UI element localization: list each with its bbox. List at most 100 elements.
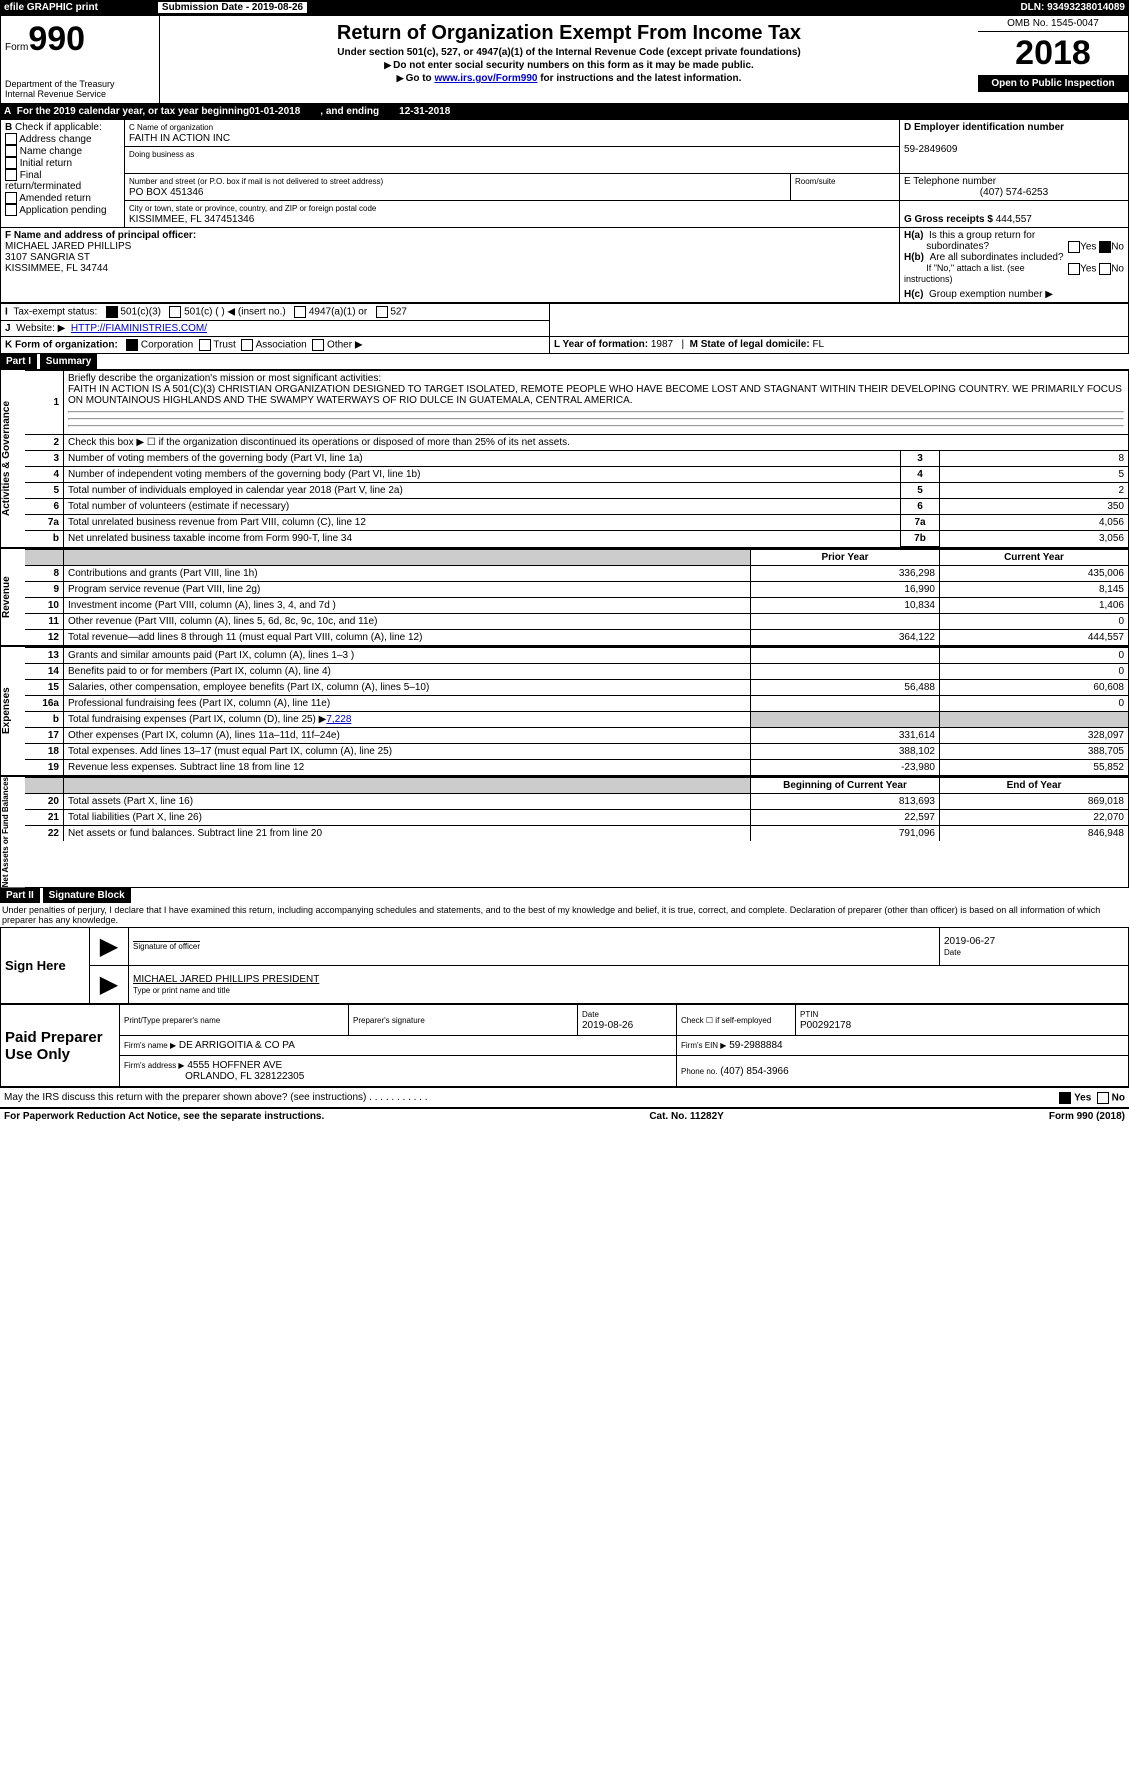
ha-lbl: Is this a group return for xyxy=(929,230,1035,241)
v20e: 869,018 xyxy=(940,794,1129,810)
subtitle-2: Do not enter social security numbers on … xyxy=(168,60,970,71)
form-footer: Form 990 (2018) xyxy=(1049,1111,1125,1122)
v12c: 444,557 xyxy=(940,630,1129,646)
cb-final[interactable]: Final return/terminated xyxy=(5,170,81,192)
form990-link[interactable]: www.irs.gov/Form990 xyxy=(434,73,537,84)
paid-preparer-block: Paid Preparer Use Only Print/Type prepar… xyxy=(0,1004,1129,1087)
prep-date: 2019-08-26 xyxy=(582,1020,633,1031)
v21e: 22,070 xyxy=(940,810,1129,826)
d-lbl: D Employer identification number xyxy=(904,122,1064,133)
v10c: 1,406 xyxy=(940,598,1129,614)
v17c: 328,097 xyxy=(940,728,1129,744)
org-name: FAITH IN ACTION INC xyxy=(129,133,230,144)
v3: 8 xyxy=(940,451,1129,467)
cb-trust[interactable] xyxy=(199,339,211,351)
cb-name[interactable]: Name change xyxy=(5,146,82,157)
dln: DLN: 93493238014089 xyxy=(1020,2,1125,13)
eoy-hdr: End of Year xyxy=(940,778,1129,794)
prior-year-hdr: Prior Year xyxy=(751,550,940,566)
side-rev: Revenue xyxy=(1,549,25,645)
cb-4947[interactable] xyxy=(294,306,306,318)
discuss-line: May the IRS discuss this return with the… xyxy=(0,1087,1129,1107)
entity-block: B Check if applicable: Address change Na… xyxy=(0,119,1129,303)
activities-governance: Activities & Governance 1Briefly describ… xyxy=(0,369,1129,548)
firm-addr1: 4555 HOFFNER AVE xyxy=(187,1060,282,1071)
v19c: 55,852 xyxy=(940,760,1129,776)
revenue-section: Revenue Prior YearCurrent Year 8Contribu… xyxy=(0,548,1129,646)
v15c: 60,608 xyxy=(940,680,1129,696)
ha-yes[interactable] xyxy=(1068,241,1080,253)
cb-501c3[interactable] xyxy=(106,306,118,318)
officer-city: KISSIMMEE, FL 34744 xyxy=(5,263,108,274)
cb-501c[interactable] xyxy=(169,306,181,318)
pra-notice: For Paperwork Reduction Act Notice, see … xyxy=(4,1111,324,1122)
side-na: Net Assets or Fund Balances xyxy=(1,777,25,887)
phone: (407) 574-6253 xyxy=(904,187,1124,198)
gross-receipts: 444,557 xyxy=(996,214,1032,225)
b-label: Check if applicable: xyxy=(15,122,102,133)
ha-no[interactable] xyxy=(1099,241,1111,253)
cat-no: Cat. No. 11282Y xyxy=(649,1111,723,1122)
v16b[interactable]: 7,228 xyxy=(326,714,351,725)
cb-amended[interactable]: Amended return xyxy=(5,193,91,204)
cb-assoc[interactable] xyxy=(241,339,253,351)
subtitle-3: Go to www.irs.gov/Form990 for instructio… xyxy=(168,73,970,84)
cb-other[interactable] xyxy=(312,339,324,351)
domicile: FL xyxy=(812,339,824,350)
hc-lbl: Group exemption number ▶ xyxy=(929,289,1053,300)
cb-527[interactable] xyxy=(376,306,388,318)
city: KISSIMMEE, FL 347451346 xyxy=(129,214,254,225)
e-lbl: E Telephone number xyxy=(904,176,996,187)
hb-lbl: Are all subordinates included? xyxy=(930,252,1064,263)
sign-here-block: Sign Here ▶ Signature of officer 2019-06… xyxy=(0,927,1129,1004)
form-number: 990 xyxy=(28,20,85,58)
v13c: 0 xyxy=(940,648,1129,664)
current-year-hdr: Current Year xyxy=(940,550,1129,566)
status-block: I Tax-exempt status: 501(c)(3) 501(c) ( … xyxy=(0,303,1129,354)
form-header: Form990 Department of the Treasury Inter… xyxy=(0,15,1129,104)
footer: For Paperwork Reduction Act Notice, see … xyxy=(0,1107,1129,1124)
subtitle-1: Under section 501(c), 527, or 4947(a)(1)… xyxy=(168,47,970,58)
netassets-section: Net Assets or Fund Balances Beginning of… xyxy=(0,776,1129,888)
self-emp-cb[interactable]: Check ☐ if self-employed xyxy=(677,1005,796,1036)
discuss-yes[interactable] xyxy=(1059,1092,1071,1104)
paid-lbl: Paid Preparer Use Only xyxy=(1,1005,120,1087)
website-link[interactable]: HTTP://FIAMINISTRIES.COM/ xyxy=(71,323,207,334)
v7a: 4,056 xyxy=(940,515,1129,531)
cb-pending[interactable]: Application pending xyxy=(5,205,107,216)
side-exp: Expenses xyxy=(1,647,25,775)
street-lbl: Number and street (or P.O. box if mail i… xyxy=(129,177,383,186)
v6: 350 xyxy=(940,499,1129,515)
open-public: Open to Public Inspection xyxy=(978,76,1128,92)
room-lbl: Room/suite xyxy=(795,177,835,186)
firm-addr2: ORLANDO, FL 328122305 xyxy=(185,1071,304,1082)
hb-no[interactable] xyxy=(1099,263,1111,275)
cb-corp[interactable] xyxy=(126,339,138,351)
ptin: P00292178 xyxy=(800,1020,851,1031)
v16ac: 0 xyxy=(940,696,1129,712)
irs: Internal Revenue Service xyxy=(5,89,155,99)
v18c: 388,705 xyxy=(940,744,1129,760)
cb-initial[interactable]: Initial return xyxy=(5,158,72,169)
top-bar: efile GRAPHIC print Submission Date - 20… xyxy=(0,0,1129,15)
sign-here-lbl: Sign Here xyxy=(1,928,90,1004)
firm-phone: (407) 854-3966 xyxy=(720,1066,788,1077)
firm-name: DE ARRIGOITIA & CO PA xyxy=(179,1040,295,1051)
tax-year: 2018 xyxy=(978,32,1128,76)
discuss-no[interactable] xyxy=(1097,1092,1109,1104)
part2-hdr: Part II Signature Block xyxy=(0,888,1129,903)
year-formation: 1987 xyxy=(651,339,673,350)
v7b: 3,056 xyxy=(940,531,1129,547)
line2: Check this box ▶ ☐ if the organization d… xyxy=(64,435,1129,451)
cb-address[interactable]: Address change xyxy=(5,134,92,145)
v22e: 846,948 xyxy=(940,826,1129,842)
hb-yes[interactable] xyxy=(1068,263,1080,275)
form-word: Form xyxy=(5,42,28,53)
sig-officer-lbl: Signature of officer xyxy=(133,941,200,951)
v11c: 0 xyxy=(940,614,1129,630)
dba-lbl: Doing business as xyxy=(129,150,194,159)
city-lbl: City or town, state or province, country… xyxy=(129,204,376,213)
form-title: Return of Organization Exempt From Incom… xyxy=(166,22,972,45)
mission: FAITH IN ACTION IS A 501(C)(3) CHRISTIAN… xyxy=(68,384,1122,406)
c-name-lbl: C Name of organization xyxy=(129,123,213,132)
